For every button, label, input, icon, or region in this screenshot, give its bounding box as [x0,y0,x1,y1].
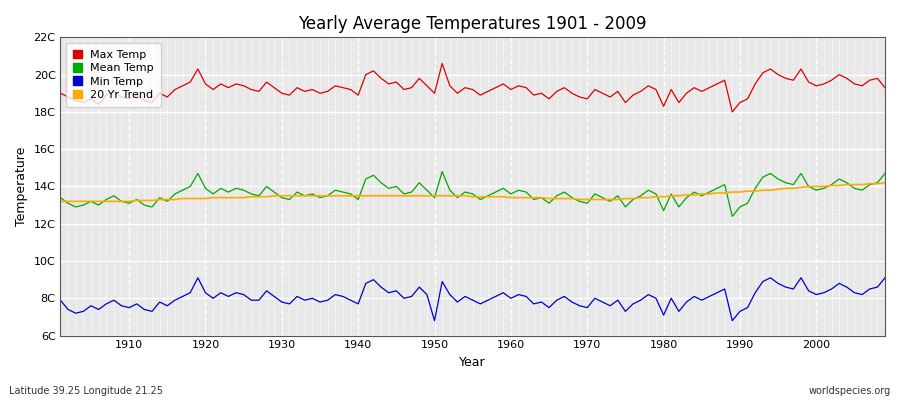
Min Temp [521,294,532,299]
Mean Temp [116,199,127,204]
Line: Mean Temp: Mean Temp [60,172,885,216]
Line: Min Temp: Min Temp [60,278,885,321]
Title: Yearly Average Temperatures 1901 - 2009: Yearly Average Temperatures 1901 - 2009 [299,15,647,33]
20 Yr Trend [55,199,66,204]
20 Yr Trend [330,193,341,198]
Min Temp [292,294,302,299]
Mean Temp [284,197,295,202]
Min Temp [116,303,127,308]
Mean Temp [436,169,447,174]
Min Temp [338,294,348,299]
Min Temp [879,275,890,280]
Line: Max Temp: Max Temp [60,64,885,112]
Mean Temp [55,195,66,200]
Mean Temp [506,192,517,196]
Min Temp [55,298,66,302]
Mean Temp [879,171,890,176]
Legend: Max Temp, Mean Temp, Min Temp, 20 Yr Trend: Max Temp, Mean Temp, Min Temp, 20 Yr Tre… [66,43,161,107]
Text: worldspecies.org: worldspecies.org [809,386,891,396]
20 Yr Trend [116,199,127,204]
Mean Temp [513,188,524,192]
20 Yr Trend [498,194,508,199]
Min Temp [429,318,440,323]
Mean Temp [605,199,616,204]
Text: Latitude 39.25 Longitude 21.25: Latitude 39.25 Longitude 21.25 [9,386,163,396]
Min Temp [513,292,524,297]
Mean Temp [727,214,738,219]
Max Temp [55,91,66,96]
Max Temp [116,94,127,99]
Max Temp [330,83,341,88]
20 Yr Trend [597,197,608,202]
Max Temp [879,85,890,90]
Max Temp [513,83,524,88]
Mean Temp [330,188,341,192]
Line: 20 Yr Trend: 20 Yr Trend [60,183,885,201]
Max Temp [727,110,738,114]
Max Temp [436,61,447,66]
20 Yr Trend [879,180,890,185]
20 Yr Trend [506,195,517,200]
Y-axis label: Temperature: Temperature [15,147,28,226]
20 Yr Trend [284,193,295,198]
Max Temp [506,87,517,92]
Min Temp [193,275,203,280]
Max Temp [284,93,295,98]
X-axis label: Year: Year [459,356,486,369]
Min Temp [612,298,623,302]
Max Temp [605,94,616,99]
